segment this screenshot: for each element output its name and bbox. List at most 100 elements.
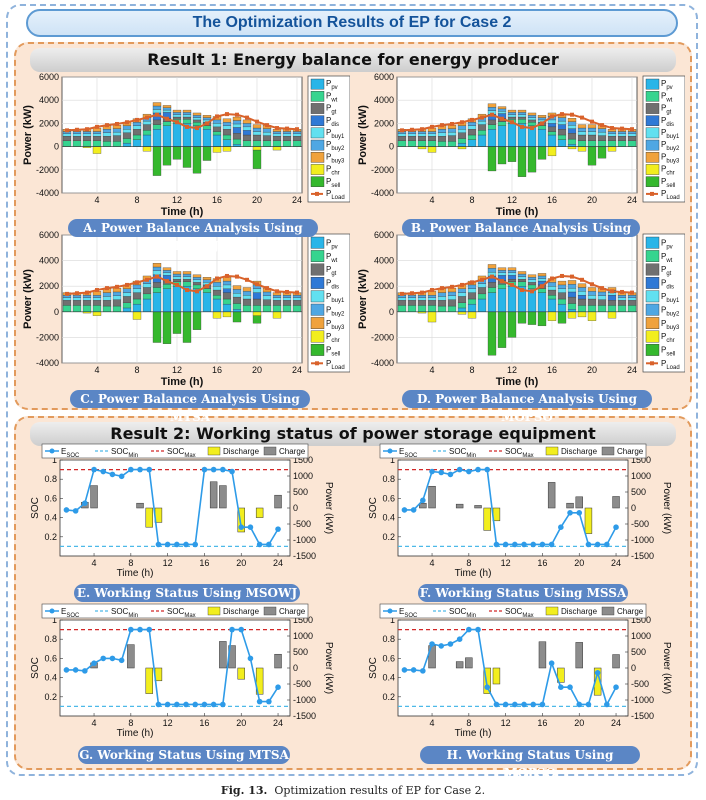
bar-p-wt xyxy=(72,305,82,312)
y-tick-label: -2000 xyxy=(371,165,394,175)
load-marker xyxy=(600,286,604,291)
bar-p-gt xyxy=(587,134,597,141)
soc-marker xyxy=(100,468,107,475)
bar-p-buy2 xyxy=(72,295,82,298)
x-tick-label: 12 xyxy=(501,558,511,568)
bar-p-buy2 xyxy=(427,295,437,298)
bar-p-buy1 xyxy=(222,125,232,130)
bar-p-gt xyxy=(242,134,252,141)
legend-label-buy2: Pbuy2 xyxy=(326,305,345,317)
y-right-tick-label: -500 xyxy=(293,519,311,529)
soc-marker xyxy=(502,541,509,548)
x-tick-label: 4 xyxy=(94,195,99,205)
bar-p-gt xyxy=(112,135,122,142)
x-axis-label: Time (h) xyxy=(117,728,154,739)
bar-p-buy2 xyxy=(447,291,457,296)
bar-p-buy2 xyxy=(507,270,517,273)
x-tick-label: 4 xyxy=(92,558,97,568)
bar-p-gt xyxy=(192,119,202,123)
y-axis-label: Power (kW) xyxy=(357,269,369,329)
load-marker xyxy=(410,127,414,132)
bar-p-buy3 xyxy=(232,285,242,290)
bar-p-buy2 xyxy=(537,117,547,121)
legend-swatch xyxy=(310,236,325,249)
bar-p-wt xyxy=(527,122,537,126)
y-tick-label: 0 xyxy=(54,307,59,317)
bar-p-buy1 xyxy=(457,292,467,297)
chart-f-title: F. Working Status Using MSSA xyxy=(418,584,628,602)
legend-label-wt: Pwt xyxy=(661,252,673,264)
chart-e-title: E. Working Status Using MSOWJ xyxy=(74,584,300,602)
charge-bar xyxy=(612,496,620,509)
load-marker xyxy=(275,289,279,294)
soc-marker xyxy=(548,660,555,666)
bar-p-buy2 xyxy=(567,284,577,289)
bar-p-buy1 xyxy=(517,276,527,280)
discharge-bar xyxy=(483,507,491,531)
bar-p-wt xyxy=(567,303,577,310)
bar-p-buy2 xyxy=(437,292,447,297)
x-axis-label: Time (h) xyxy=(455,568,492,579)
soc-marker xyxy=(247,655,254,662)
legend-label-buy1: Pbuy1 xyxy=(661,128,680,140)
bar-p-buy2 xyxy=(122,125,132,130)
result1-title: Result 1: Energy balance for energy prod… xyxy=(30,48,676,72)
charge-bar xyxy=(274,653,282,669)
bar-p-buy2 xyxy=(577,127,587,132)
bar-p-wt xyxy=(232,303,242,310)
load-marker xyxy=(470,117,474,122)
bar-p-buy1 xyxy=(547,119,557,124)
bar-p-sell xyxy=(162,146,172,166)
y-right-tick-label: 500 xyxy=(631,487,646,497)
bar-p-buy2 xyxy=(282,295,292,298)
bar-p-sell xyxy=(192,311,202,330)
y-right-tick-label: -500 xyxy=(631,519,649,529)
bar-p-gt xyxy=(262,135,272,141)
legend-label-dis: Discharge xyxy=(561,447,598,456)
load-marker xyxy=(560,273,564,278)
bar-p-pv xyxy=(507,286,517,312)
legend-swatch xyxy=(263,446,277,456)
legend-marker xyxy=(315,191,319,196)
load-marker xyxy=(165,116,169,121)
bar-p-buy1 xyxy=(447,131,457,136)
legend-swatch xyxy=(545,446,559,456)
bar-p-buy3 xyxy=(527,112,537,116)
load-marker xyxy=(610,126,614,131)
soc-marker xyxy=(493,701,500,708)
bar-p-pv xyxy=(122,142,132,147)
bar-p-gt xyxy=(627,300,637,306)
bar-p-buy2 xyxy=(467,122,477,126)
discharge-bar xyxy=(237,667,245,680)
discharge-bar xyxy=(237,507,245,533)
bar-p-wt xyxy=(292,140,302,147)
load-marker xyxy=(205,121,209,126)
legend-swatch xyxy=(310,277,325,289)
y-tick-label: 0.4 xyxy=(382,673,395,683)
bar-p-chr xyxy=(212,146,222,153)
bar-p-wt xyxy=(212,131,222,136)
bar-p-chr xyxy=(222,311,232,318)
bar-p-wt xyxy=(627,305,637,312)
legend-swatch xyxy=(601,446,615,456)
bar-p-wt xyxy=(112,305,122,312)
bar-p-buy1 xyxy=(92,133,102,137)
bar-p-buy3 xyxy=(172,271,182,275)
bar-p-wt xyxy=(192,122,202,126)
bar-p-gt xyxy=(467,292,477,300)
load-marker xyxy=(590,119,594,124)
legend-label-dis: Pdis xyxy=(326,279,339,291)
soc-marker xyxy=(576,510,583,516)
bar-p-wt xyxy=(142,293,152,300)
legend-label-gt: Pgt xyxy=(326,104,337,116)
bar-p-buy1 xyxy=(92,297,102,301)
bar-p-buy2 xyxy=(587,127,597,132)
soc-marker xyxy=(201,466,208,473)
bar-p-buy2 xyxy=(82,131,92,134)
x-tick-label: 24 xyxy=(273,558,283,568)
soc-marker xyxy=(420,497,426,504)
soc-marker xyxy=(229,468,235,475)
bar-p-gt xyxy=(397,136,407,141)
bar-p-buy1 xyxy=(72,133,82,137)
bar-p-dis xyxy=(567,291,577,298)
